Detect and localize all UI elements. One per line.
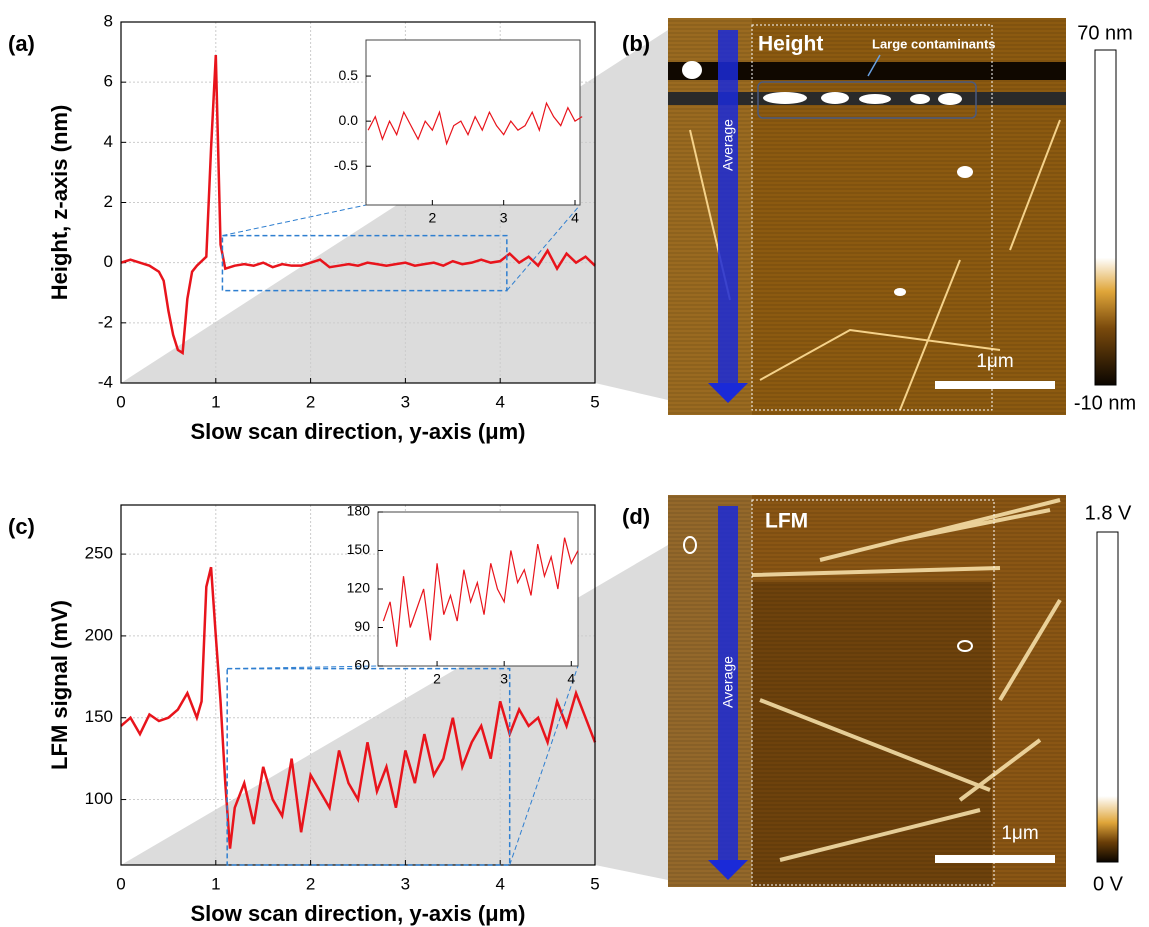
panel-label: (b) bbox=[622, 31, 650, 56]
x-tick-label: 5 bbox=[590, 392, 599, 411]
x-tick-label: 2 bbox=[306, 874, 315, 893]
zoom-connector bbox=[222, 205, 366, 236]
panel-label: (c) bbox=[8, 514, 35, 539]
y-tick-label: 200 bbox=[85, 625, 113, 644]
y-tick-label: -0.5 bbox=[334, 157, 358, 173]
x-tick-label: 2 bbox=[433, 671, 441, 687]
image-title: LFM bbox=[765, 510, 808, 533]
colorbar-min: 0 V bbox=[1093, 873, 1124, 895]
x-tick-label: 4 bbox=[495, 392, 504, 411]
height-image bbox=[668, 18, 1116, 415]
y-tick-label: 150 bbox=[85, 707, 113, 726]
y-tick-label: 0 bbox=[104, 252, 113, 271]
y-tick-label: -4 bbox=[98, 372, 113, 391]
x-tick-label: 1 bbox=[211, 874, 220, 893]
y-axis-title: LFM signal (mV) bbox=[47, 600, 72, 770]
colorbar-max: 70 nm bbox=[1077, 22, 1133, 44]
inset-frame bbox=[378, 512, 578, 666]
colorbar-max: 1.8 V bbox=[1085, 502, 1132, 524]
x-axis-title: Slow scan direction, y-axis (μm) bbox=[191, 901, 526, 926]
panel-label: (d) bbox=[622, 504, 650, 529]
y-tick-label: -2 bbox=[98, 312, 113, 331]
y-tick-label: 100 bbox=[85, 789, 113, 808]
y-tick-label: 2 bbox=[104, 192, 113, 211]
scale-bar-label: 1μm bbox=[1001, 823, 1038, 844]
x-tick-label: 3 bbox=[500, 671, 508, 687]
y-axis-title: Height, z-axis (nm) bbox=[47, 105, 72, 301]
panel-label: (a) bbox=[8, 31, 35, 56]
arrow-label: Average bbox=[720, 119, 736, 171]
x-tick-label: 4 bbox=[571, 210, 579, 226]
x-tick-label: 0 bbox=[116, 874, 125, 893]
y-tick-label: 6 bbox=[104, 72, 113, 91]
x-tick-label: 0 bbox=[116, 392, 125, 411]
y-tick-label: 0.5 bbox=[339, 67, 359, 83]
y-tick-label: 150 bbox=[347, 541, 371, 557]
x-tick-label: 2 bbox=[306, 392, 315, 411]
arrow-label: Average bbox=[720, 656, 736, 708]
x-tick-label: 3 bbox=[500, 210, 508, 226]
y-tick-label: 250 bbox=[85, 544, 113, 563]
y-tick-label: 60 bbox=[354, 657, 370, 673]
y-tick-label: 0.0 bbox=[339, 112, 359, 128]
x-tick-label: 2 bbox=[428, 210, 436, 226]
x-tick-label: 4 bbox=[567, 671, 575, 687]
x-tick-label: 5 bbox=[590, 874, 599, 893]
scale-bar-label: 1μm bbox=[976, 351, 1013, 372]
colorbar-min: -10 nm bbox=[1074, 392, 1136, 414]
figure: (b) Height Large contaminants Average 1μ… bbox=[0, 0, 1149, 927]
y-tick-label: 120 bbox=[347, 580, 371, 596]
x-tick-label: 3 bbox=[401, 392, 410, 411]
x-tick-label: 4 bbox=[495, 874, 504, 893]
y-tick-label: 4 bbox=[104, 132, 113, 151]
x-tick-label: 3 bbox=[401, 874, 410, 893]
x-axis-title: Slow scan direction, y-axis (μm) bbox=[191, 419, 526, 444]
y-tick-label: 90 bbox=[354, 618, 370, 634]
y-tick-label: 8 bbox=[104, 11, 113, 30]
annotation: Large contaminants bbox=[872, 36, 996, 51]
y-tick-label: 180 bbox=[347, 503, 371, 519]
image-title: Height bbox=[758, 33, 823, 56]
x-tick-label: 1 bbox=[211, 392, 220, 411]
